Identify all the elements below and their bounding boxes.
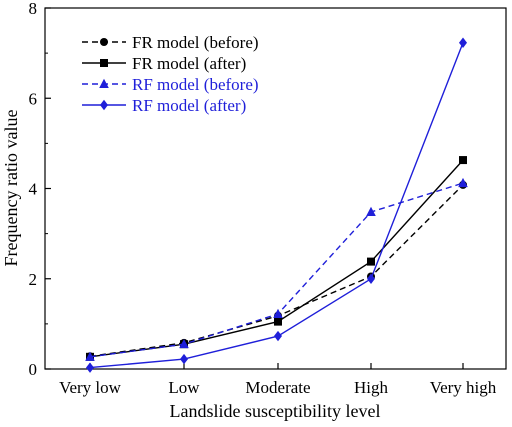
- x-tick-label: Very low: [59, 378, 122, 397]
- data-point: [99, 78, 109, 88]
- series-4: [86, 37, 467, 373]
- data-point: [100, 99, 108, 111]
- series-line: [89, 159, 464, 358]
- y-axis: 0 2 4 6 8: [29, 0, 51, 379]
- legend-label: FR model (after): [132, 54, 246, 73]
- data-point: [100, 38, 108, 46]
- series-line: [89, 184, 464, 358]
- y-axis-label: Frequency ratio value: [1, 110, 21, 267]
- y-tick-label: 0: [29, 360, 38, 379]
- data-point: [274, 330, 282, 342]
- x-axis-label: Landslide susceptibility level: [170, 401, 381, 421]
- legend: FR model (before) FR model (after) RF mode…: [82, 33, 259, 115]
- y-tick-label: 2: [29, 270, 38, 289]
- y-tick-label: 8: [29, 0, 38, 18]
- legend-item: RF model (before): [82, 75, 259, 94]
- x-tick-label: Low: [168, 378, 200, 397]
- x-tick-label: Very high: [430, 378, 497, 397]
- data-point: [459, 37, 467, 48]
- data-point: [458, 177, 468, 188]
- series-line: [89, 182, 464, 358]
- data-point: [179, 338, 189, 349]
- series-2: [86, 156, 467, 361]
- data-point: [100, 59, 108, 67]
- x-tick-label: High: [354, 378, 389, 397]
- legend-item: FR model (after): [82, 54, 246, 73]
- data-point: [180, 353, 188, 365]
- x-axis: Very low Low Moderate High Very high: [59, 363, 497, 397]
- data-point: [367, 273, 375, 284]
- x-tick-label: Moderate: [245, 378, 310, 397]
- legend-label: RF model (before): [132, 75, 259, 94]
- series-3: [85, 177, 468, 361]
- y-tick-label: 4: [29, 180, 38, 199]
- data-point: [86, 362, 94, 373]
- legend-item: FR model (before): [82, 33, 259, 52]
- data-point: [85, 351, 95, 361]
- y-tick-label: 6: [29, 89, 38, 108]
- legend-label: RF model (after): [132, 96, 246, 115]
- data-point: [367, 257, 375, 266]
- data-point: [273, 308, 283, 318]
- series-layer: [85, 37, 468, 373]
- data-point: [366, 206, 376, 216]
- legend-item: RF model (after): [82, 96, 246, 115]
- legend-label: FR model (before): [132, 33, 259, 52]
- data-point: [274, 317, 282, 326]
- data-point: [459, 156, 467, 165]
